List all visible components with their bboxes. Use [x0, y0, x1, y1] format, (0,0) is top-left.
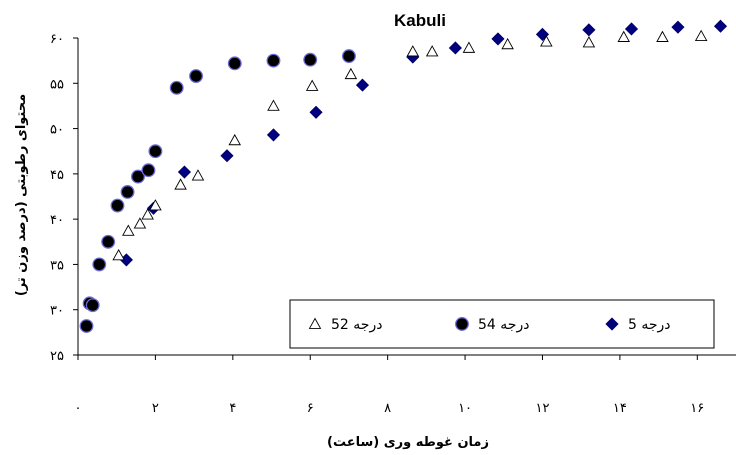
axes: [73, 37, 736, 360]
data-point-diamond: [624, 22, 639, 36]
data-point-diamond: [220, 149, 234, 163]
tick-labels: ۲۵ ۳۰ ۳۵ ۴۰ ۴۵ ۵۰ ۵۵ ۶۰ ۰ ۲ ۴ ۶ ۸ ۱۰ ۱۲ ۱۴ ۱۶: [50, 32, 704, 416]
legend-marker-triangle: [308, 317, 322, 329]
data-point-diamond: [448, 41, 462, 55]
data-point-triangle: [133, 217, 147, 229]
data-point-triangle: [174, 178, 187, 190]
x-tick-label: ۶: [307, 401, 314, 416]
data-point-diamond: [582, 23, 596, 37]
data-point-circle: [148, 144, 163, 159]
data-point-triangle: [149, 199, 162, 211]
data-point-circle: [227, 56, 242, 71]
x-tick-label: ۱۴: [613, 401, 627, 416]
y-tick-label: ۴۵: [50, 168, 64, 183]
x-tick-label: ۱۰: [458, 401, 472, 416]
data-point-triangle: [462, 41, 476, 53]
legend-box: [289, 299, 715, 349]
data-point-diamond: [355, 78, 370, 92]
data-point-diamond: [177, 165, 192, 179]
x-tick-label: ۱۲: [535, 401, 549, 416]
data-point-circle: [141, 163, 156, 178]
data-point-diamond: [266, 128, 281, 142]
y-tick-label: ۲۵: [50, 349, 64, 364]
data-point-triangle: [540, 35, 553, 47]
data-point-circle: [79, 319, 94, 333]
data-point-circle: [101, 234, 116, 249]
y-tick-label: ۳۵: [50, 258, 64, 273]
y-tick-label: ۶۰: [50, 32, 64, 47]
data-point-triangle: [267, 99, 280, 111]
data-point-diamond: [491, 32, 505, 46]
y-tick-label: ۴۰: [50, 213, 64, 228]
data-point-triangle: [425, 45, 439, 57]
y-tick-label: ۵۰: [50, 123, 64, 138]
legend-marker-circle: [455, 317, 469, 331]
y-tick-label: ۵۵: [50, 77, 64, 92]
data-point-diamond: [713, 19, 728, 33]
data-point-triangle: [582, 36, 596, 48]
x-tick-label: ۴: [229, 401, 236, 416]
data-point-circle: [303, 52, 318, 67]
data-point-triangle: [228, 133, 242, 146]
data-point-triangle: [191, 169, 205, 181]
x-axis-title: زمان غوطه وری (ساعت): [327, 435, 489, 450]
x-tick-label: ۰: [75, 401, 82, 416]
series-circle: [79, 49, 356, 333]
legend-label-triangle: درجه 52: [331, 317, 382, 333]
data-point-circle: [120, 185, 135, 199]
x-tick-label: ۲: [152, 401, 159, 416]
legend-marker-diamond: [605, 317, 619, 331]
data-point-triangle: [122, 224, 135, 236]
data-point-triangle: [501, 37, 514, 50]
data-point-circle: [341, 49, 356, 64]
y-tick-label: ۳۰: [50, 304, 64, 319]
data-point-triangle: [406, 45, 420, 57]
data-point-triangle: [617, 30, 631, 42]
chart-title: Kabuli: [394, 11, 446, 30]
data-point-triangle: [305, 79, 319, 91]
series-triangle: [112, 29, 708, 261]
series-diamond: [119, 19, 728, 267]
legend-label-circle: درجه 54: [478, 317, 529, 333]
data-point-circle: [85, 298, 100, 313]
data-point-circle: [131, 169, 145, 184]
legend: درجه 5 درجه 54 درجه 52: [289, 299, 715, 349]
data-point-circle: [266, 53, 281, 68]
data-point-triangle: [656, 30, 669, 42]
data-point-circle: [169, 80, 184, 95]
data-point-triangle: [141, 208, 154, 220]
data-point-triangle: [694, 29, 708, 42]
y-axis-title: محتوای رطوبتی (درصد وزن تر): [14, 94, 29, 296]
data-point-triangle: [112, 248, 125, 261]
data-point-diamond: [671, 20, 685, 34]
plot-area: [79, 19, 728, 333]
data-point-circle: [110, 198, 125, 213]
legend-label-diamond: درجه 5: [628, 317, 671, 333]
x-tick-label: ۱۶: [690, 401, 704, 416]
data-point-circle: [189, 69, 204, 83]
x-tick-label: ۸: [384, 401, 391, 416]
data-point-triangle: [344, 67, 358, 80]
data-point-circle: [92, 257, 107, 272]
data-point-diamond: [309, 105, 323, 119]
